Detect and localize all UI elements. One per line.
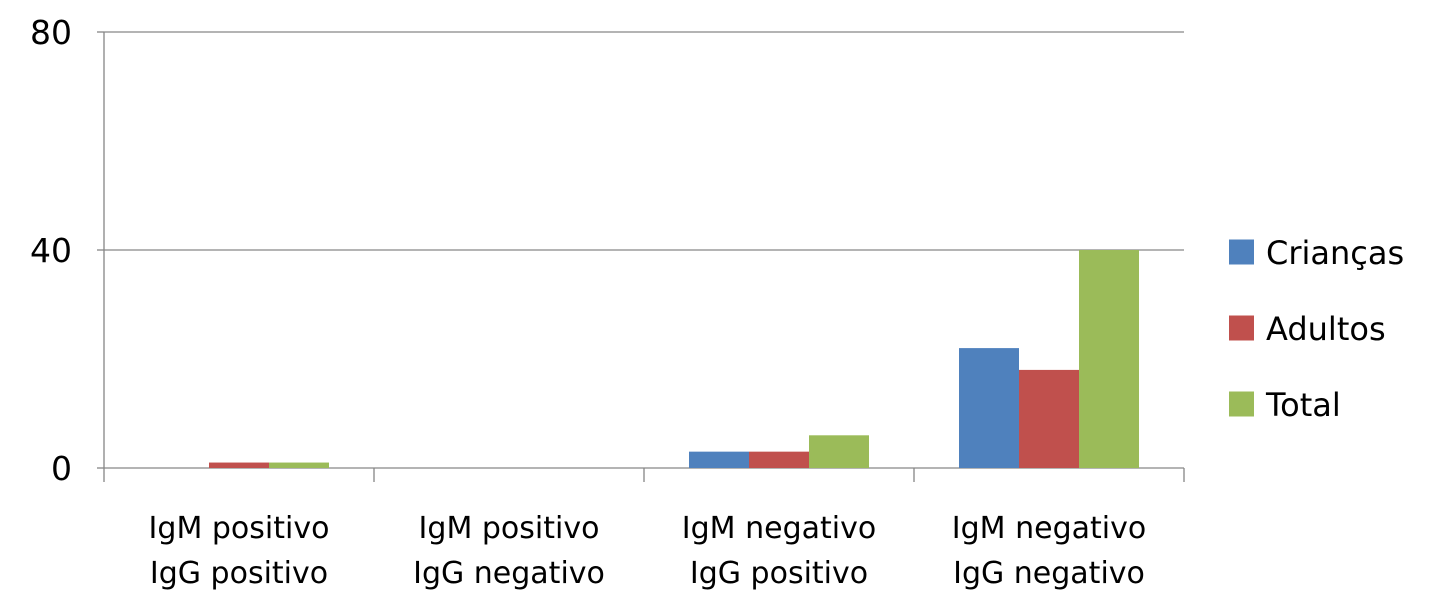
x-category-label: IgG negativo <box>953 556 1145 591</box>
legend-swatch <box>1229 315 1254 341</box>
bar-3-3 <box>809 435 869 468</box>
bar-2-3 <box>749 451 809 468</box>
legend-swatch <box>1229 391 1254 417</box>
x-category-label: IgG negativo <box>413 556 605 591</box>
legend-label: Total <box>1265 386 1341 424</box>
y-tick-label: 40 <box>30 231 72 270</box>
bar-2-1 <box>209 462 269 468</box>
y-tick-label: 0 <box>51 449 72 488</box>
x-category-label: IgM negativo <box>682 511 876 546</box>
bar-1-4 <box>959 348 1019 468</box>
bar-1-3 <box>689 451 749 468</box>
gridlines <box>104 31 1184 251</box>
bar-3-1 <box>269 462 329 468</box>
bars <box>209 250 1139 468</box>
axis-labels: 0 40 80 IgM positivo IgG positivo IgM positiv… <box>30 13 1146 591</box>
x-category-label: IgM positivo <box>419 511 600 546</box>
legend-label: Crianças <box>1266 234 1404 272</box>
x-category-label: IgG positivo <box>150 556 328 591</box>
bar-3-4 <box>1079 250 1139 468</box>
bar-2-4 <box>1019 369 1079 468</box>
y-tick-label: 80 <box>30 13 72 52</box>
legend: Crianças Adultos Total <box>1229 234 1404 424</box>
legend-swatch <box>1229 239 1254 265</box>
legend-label: Adultos <box>1266 310 1386 348</box>
x-category-label: IgM positivo <box>149 511 330 546</box>
x-category-label: IgG positivo <box>690 556 868 591</box>
x-category-label: IgM negativo <box>952 511 1146 546</box>
